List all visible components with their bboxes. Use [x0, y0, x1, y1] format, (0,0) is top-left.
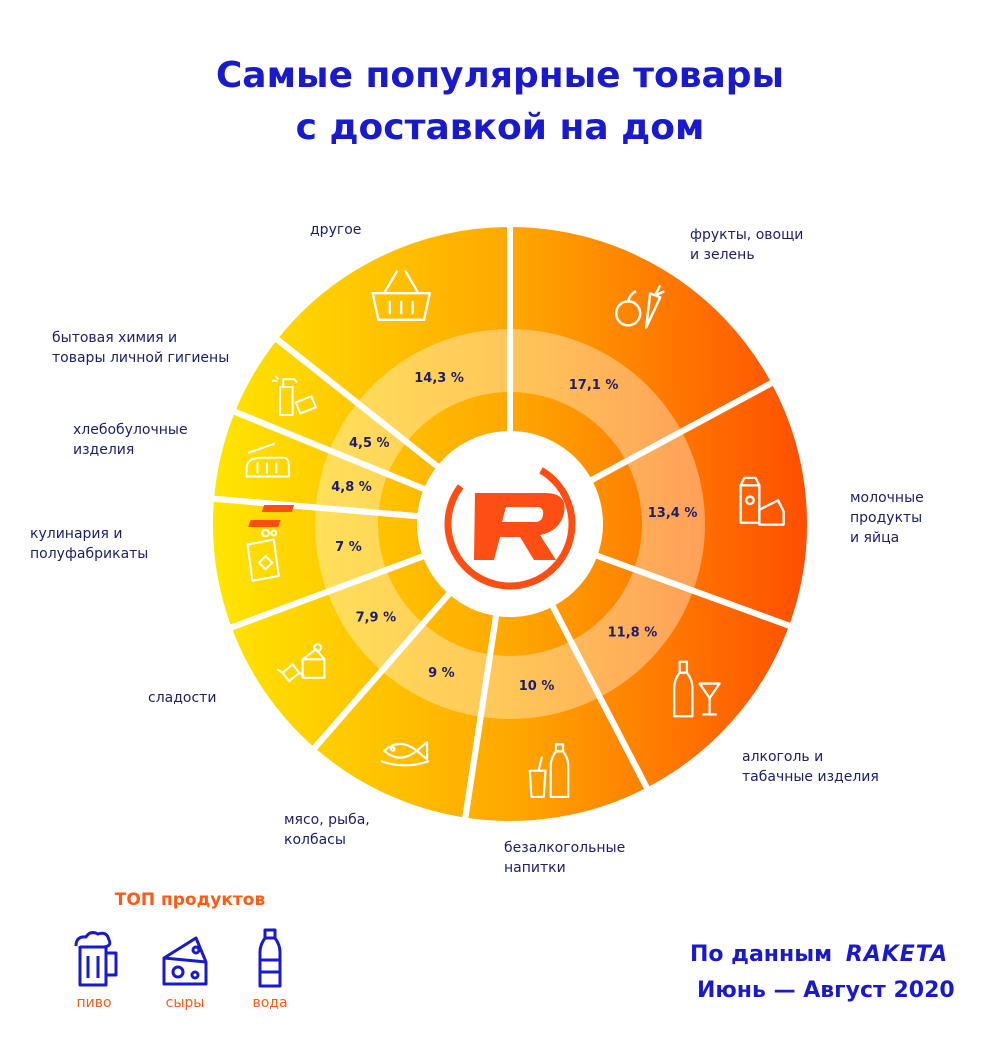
- label-cooking: кулинария и полуфабрикаты: [30, 526, 149, 562]
- pie-band-drinks: [480, 641, 600, 719]
- pie-separator: [593, 551, 797, 631]
- pie-separator: [223, 552, 427, 633]
- source-period: Июнь — Август 2020: [697, 978, 955, 1003]
- label-dairy: молочные продукты и яйца: [850, 490, 924, 546]
- pie-separator: [269, 332, 442, 471]
- label-alcohol: алкоголь и табачные изделия: [742, 749, 879, 785]
- value-label-alcohol: 11,8 %: [608, 626, 658, 641]
- value-label-household: 4,5 %: [349, 436, 390, 451]
- pie-band-bakery: [315, 450, 388, 513]
- chart-title-line-2: с доставкой на дом: [295, 107, 705, 148]
- top-product-cheese: сыры: [165, 995, 205, 1011]
- pie-separator: [227, 406, 428, 493]
- pie-separator: [587, 377, 780, 484]
- label-household: бытовая химия и товары личной гигиены: [52, 330, 230, 366]
- bottle-glass-icon: [673, 660, 721, 718]
- top-product-beer: пиво: [76, 995, 112, 1011]
- pie-band-other: [357, 329, 510, 442]
- value-label-meat: 9 %: [428, 666, 455, 681]
- pie-separator: [461, 612, 500, 825]
- cake-candy-icon: [276, 643, 326, 683]
- label-fruits: фрукты, овощи и зелень: [690, 227, 804, 263]
- value-label-drinks: 10 %: [519, 679, 555, 694]
- top-product-water: вода: [252, 995, 288, 1011]
- source-line: По данным RAKETA: [690, 942, 948, 967]
- label-sweets: сладости: [148, 690, 217, 706]
- value-label-sweets: 7,9 %: [356, 611, 397, 626]
- pie-band-dairy: [626, 431, 705, 591]
- value-label-bakery: 4,8 %: [331, 480, 372, 495]
- soda-bottle-icon: [528, 743, 570, 799]
- pie-outer-edge: [206, 220, 814, 828]
- value-label-fruits: 17,1 %: [569, 378, 619, 393]
- bread-icon: [245, 442, 290, 478]
- label-meat: мясо, рыба, колбасы: [284, 812, 370, 848]
- pie-separator: [206, 495, 421, 520]
- label-drinks: безалкогольные напитки: [504, 840, 626, 876]
- pie-band-meat: [381, 623, 491, 717]
- pie-band-fruits: [510, 329, 682, 462]
- apple-carrot-icon: [614, 284, 665, 329]
- spray-sponge-icon: [272, 375, 317, 416]
- label-other: другое: [310, 222, 362, 238]
- value-label-dairy: 13,4 %: [648, 506, 698, 521]
- pie-separator: [548, 602, 653, 796]
- source-prefix: По данным: [690, 942, 833, 967]
- top-products-title: ТОП продуктов: [114, 890, 266, 910]
- raketa-logo: [248, 434, 600, 614]
- pie-separator: [307, 589, 454, 755]
- snack-bag-icon: [246, 528, 280, 582]
- basket-icon: [371, 269, 431, 322]
- milk-cheese-icon: [739, 476, 785, 526]
- pie-band-sweets: [327, 569, 424, 671]
- source-brand: RAKETA: [845, 942, 949, 967]
- chart-title-line-1: Самые популярные товары: [215, 55, 785, 96]
- value-label-cooking: 7 %: [335, 540, 362, 555]
- fish-icon: [380, 741, 430, 767]
- pie-band-cooking: [315, 507, 387, 592]
- pie-slice-other: [270, 220, 513, 473]
- pie-band-alcohol: [570, 569, 694, 698]
- value-label-other: 14,3 %: [414, 371, 464, 386]
- label-bakery: хлебобулочные изделия: [73, 422, 188, 458]
